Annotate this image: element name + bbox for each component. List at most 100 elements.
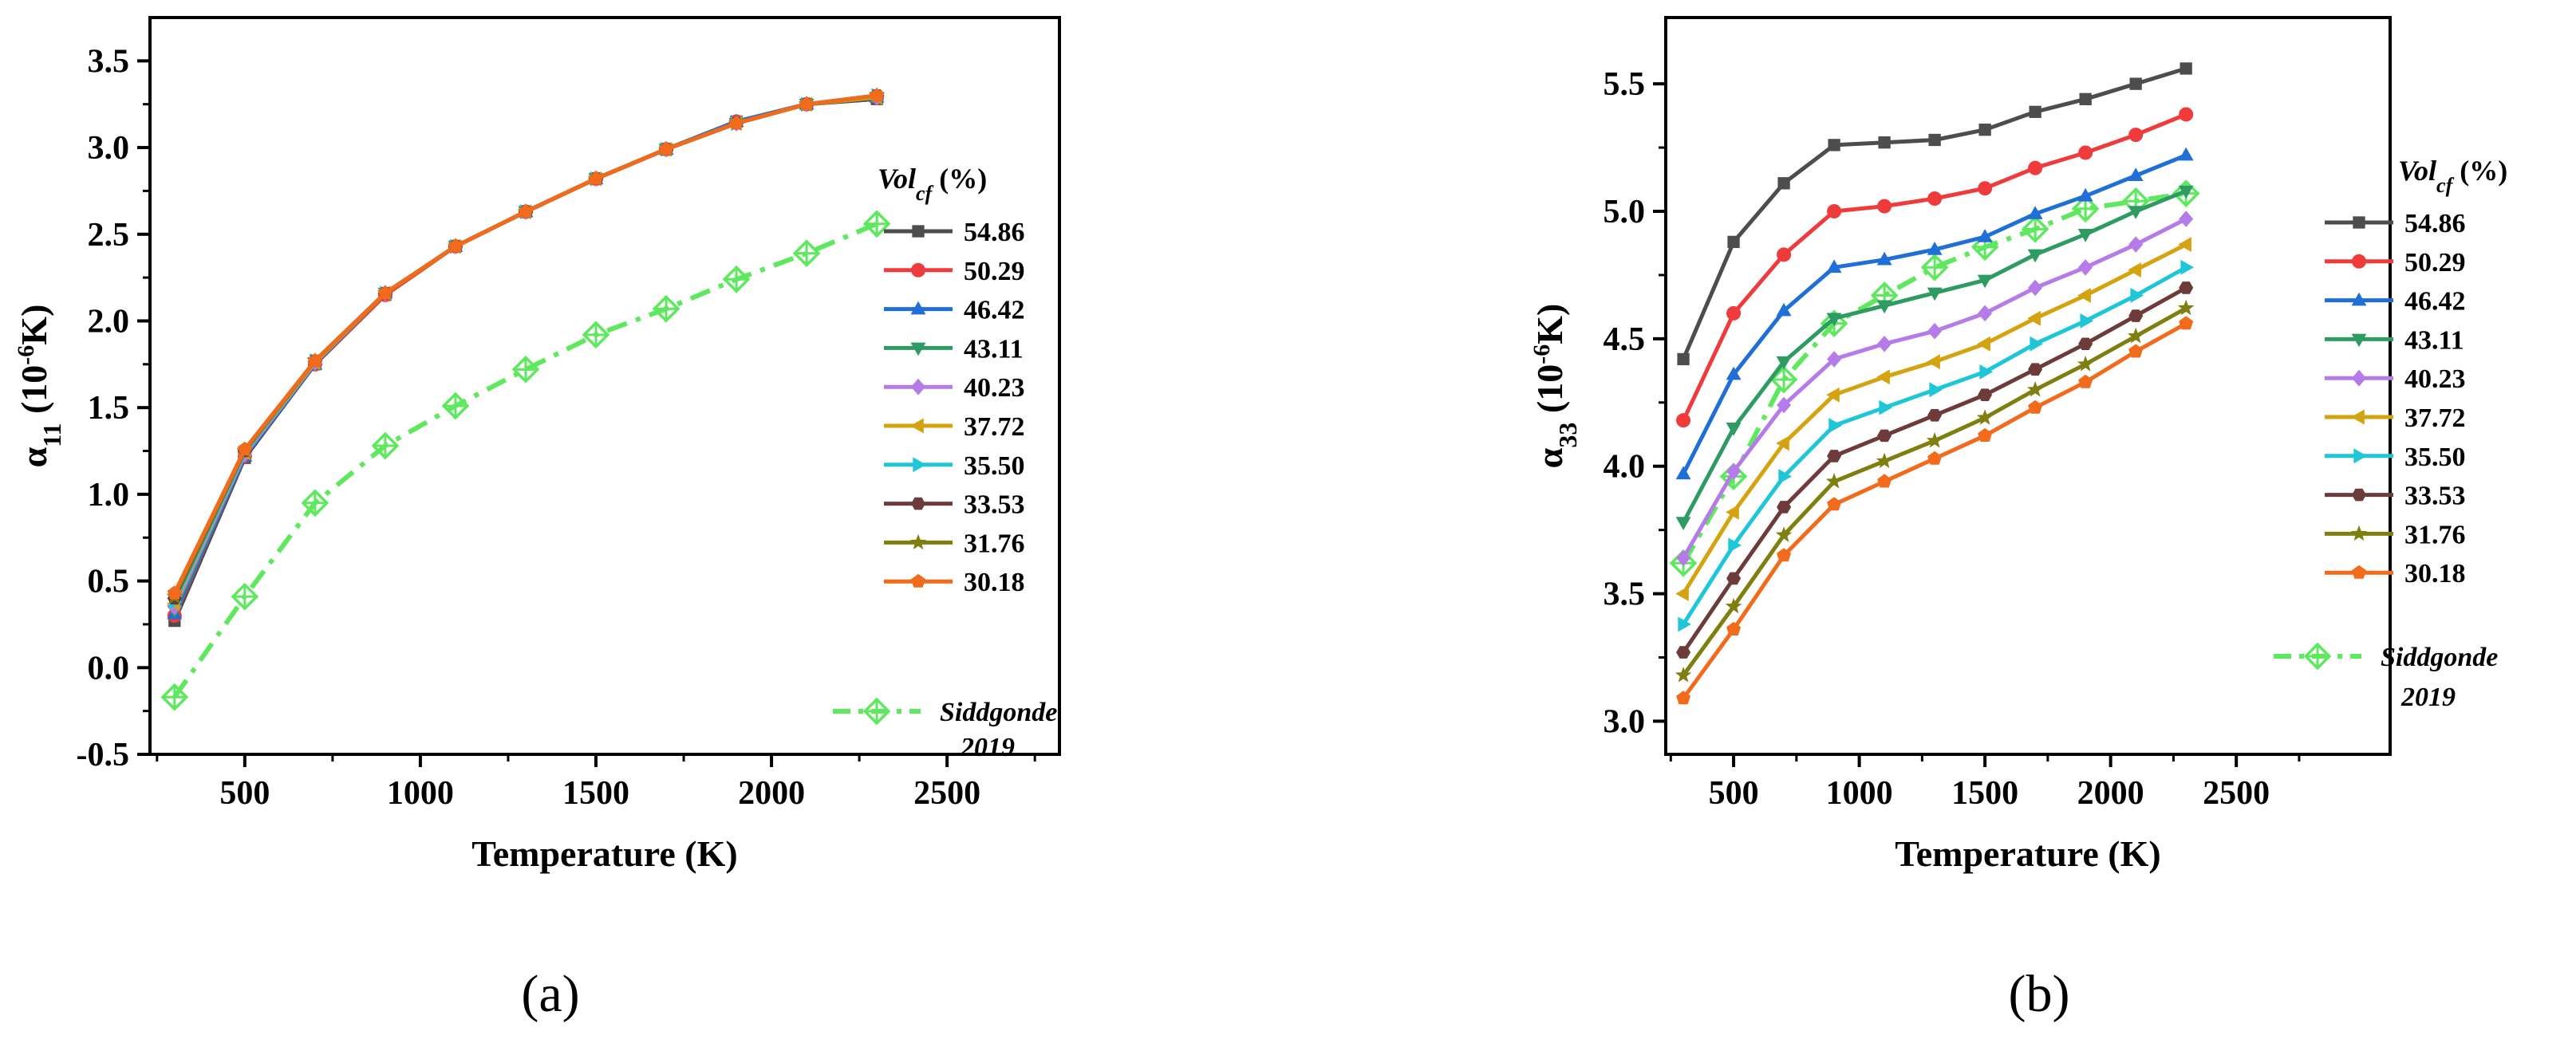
data-point-reference <box>301 489 329 518</box>
data-point <box>1978 181 1993 196</box>
legend-label: 37.72 <box>964 412 1025 442</box>
data-point <box>2030 336 2043 352</box>
legend-marker <box>911 262 925 277</box>
data-point <box>2177 299 2195 316</box>
data-point <box>2128 309 2144 322</box>
x-tick-label: 500 <box>219 775 270 812</box>
plot-area <box>160 87 891 711</box>
panel-a: 500 1000 1500 2000 2500 -0.5 0.0 0.5 1.0 1.5 2.0 2.… <box>13 16 1061 1023</box>
data-point <box>2179 316 2194 330</box>
y-tick-label: 0.0 <box>88 650 130 687</box>
data-point <box>1676 413 1691 428</box>
series-line-43-11 <box>172 95 878 612</box>
legend-marker <box>911 497 925 510</box>
legend-label: 40.23 <box>964 373 1025 403</box>
data-point <box>1728 537 1742 553</box>
legend-label: 30.18 <box>964 568 1025 597</box>
data-point <box>1726 366 1742 380</box>
data-point <box>1979 364 1993 380</box>
y-tick-label: 4.5 <box>1604 321 1646 358</box>
legend: Volcf (%) 54.86 50.29 46.42 43.11 40.23 37.72 3… <box>2274 155 2507 712</box>
data-point <box>1777 548 1792 562</box>
x-tick-label: 500 <box>1709 775 1759 812</box>
data-point <box>2127 327 2144 344</box>
legend-label: 35.50 <box>2404 443 2466 472</box>
data-point <box>1927 322 1943 340</box>
data-point <box>2079 92 2092 105</box>
data-point <box>2028 160 2043 175</box>
data-point <box>2178 185 2194 199</box>
data-point-reference <box>160 683 189 711</box>
data-point <box>1827 203 1842 218</box>
data-point <box>1726 621 1742 636</box>
data-point <box>1927 451 1943 465</box>
data-point <box>1776 435 1789 451</box>
data-point <box>2026 381 2044 397</box>
data-point <box>2180 259 2195 275</box>
data-point <box>1678 616 1691 632</box>
data-point <box>1978 305 1993 322</box>
y-axis-title: α11 (10-6K) <box>13 305 67 468</box>
data-point <box>1876 300 1892 314</box>
panel-label: (a) <box>521 965 579 1023</box>
data-point <box>1877 429 1892 443</box>
data-point <box>1877 199 1892 214</box>
data-point <box>2077 187 2093 202</box>
y-axis-title: α33 (10-6K) <box>1529 304 1583 469</box>
data-point <box>1978 427 1993 442</box>
data-point <box>2128 262 2141 277</box>
data-point <box>1828 418 1842 433</box>
legend-marker <box>910 301 926 315</box>
data-point <box>2029 105 2041 118</box>
legend-marker <box>2351 292 2367 306</box>
legend-label: 54.86 <box>964 218 1025 247</box>
data-point <box>1929 382 1943 398</box>
data-point <box>1927 191 1943 207</box>
legend-marker-reference <box>2303 642 2332 671</box>
data-point <box>1675 667 1692 683</box>
x-tick-label: 2500 <box>2203 775 2270 812</box>
plot-area <box>1669 62 2200 705</box>
data-point <box>2080 313 2093 329</box>
data-point <box>2128 167 2144 181</box>
y-tick-label: -0.5 <box>77 737 130 773</box>
y-tick-label: 3.0 <box>88 130 130 167</box>
legend-label-reference-year: 2019 <box>2400 683 2456 712</box>
legend-marker <box>911 573 925 588</box>
y-tick-label: 1.0 <box>88 477 130 514</box>
y-tick-label: 3.0 <box>1604 703 1646 740</box>
data-point <box>1876 452 1893 469</box>
data-point <box>1726 305 1742 321</box>
data-point <box>377 285 393 300</box>
series-line-46-42 <box>172 95 878 615</box>
data-point <box>1876 251 1892 266</box>
x-tick-label: 2500 <box>913 775 980 812</box>
legend-label: 50.29 <box>2404 248 2466 277</box>
data-point-reference <box>862 210 891 238</box>
data-point <box>2027 206 2043 219</box>
data-point <box>659 141 673 155</box>
data-point <box>2128 344 2144 358</box>
data-point <box>1826 259 1842 274</box>
data-point <box>1726 572 1742 585</box>
data-point <box>2027 249 2043 263</box>
legend-marker <box>911 378 925 396</box>
data-point <box>2178 237 2191 252</box>
series-line-reference <box>172 221 878 699</box>
data-point <box>729 116 744 130</box>
data-point <box>1928 133 1941 147</box>
y-tick-label: 3.5 <box>88 43 130 80</box>
legend-marker <box>2352 565 2366 579</box>
x-axis-title: Temperature (K) <box>471 833 737 874</box>
data-point-reference <box>722 265 751 293</box>
data-point <box>1777 247 1792 262</box>
data-point <box>2128 206 2144 219</box>
data-point <box>1878 136 1891 149</box>
data-point <box>2180 62 2192 75</box>
series-line-35-50 <box>172 93 878 603</box>
legend-label: 33.53 <box>964 490 1025 520</box>
data-point <box>307 353 322 368</box>
data-point <box>1827 450 1842 462</box>
data-point <box>2178 147 2194 161</box>
